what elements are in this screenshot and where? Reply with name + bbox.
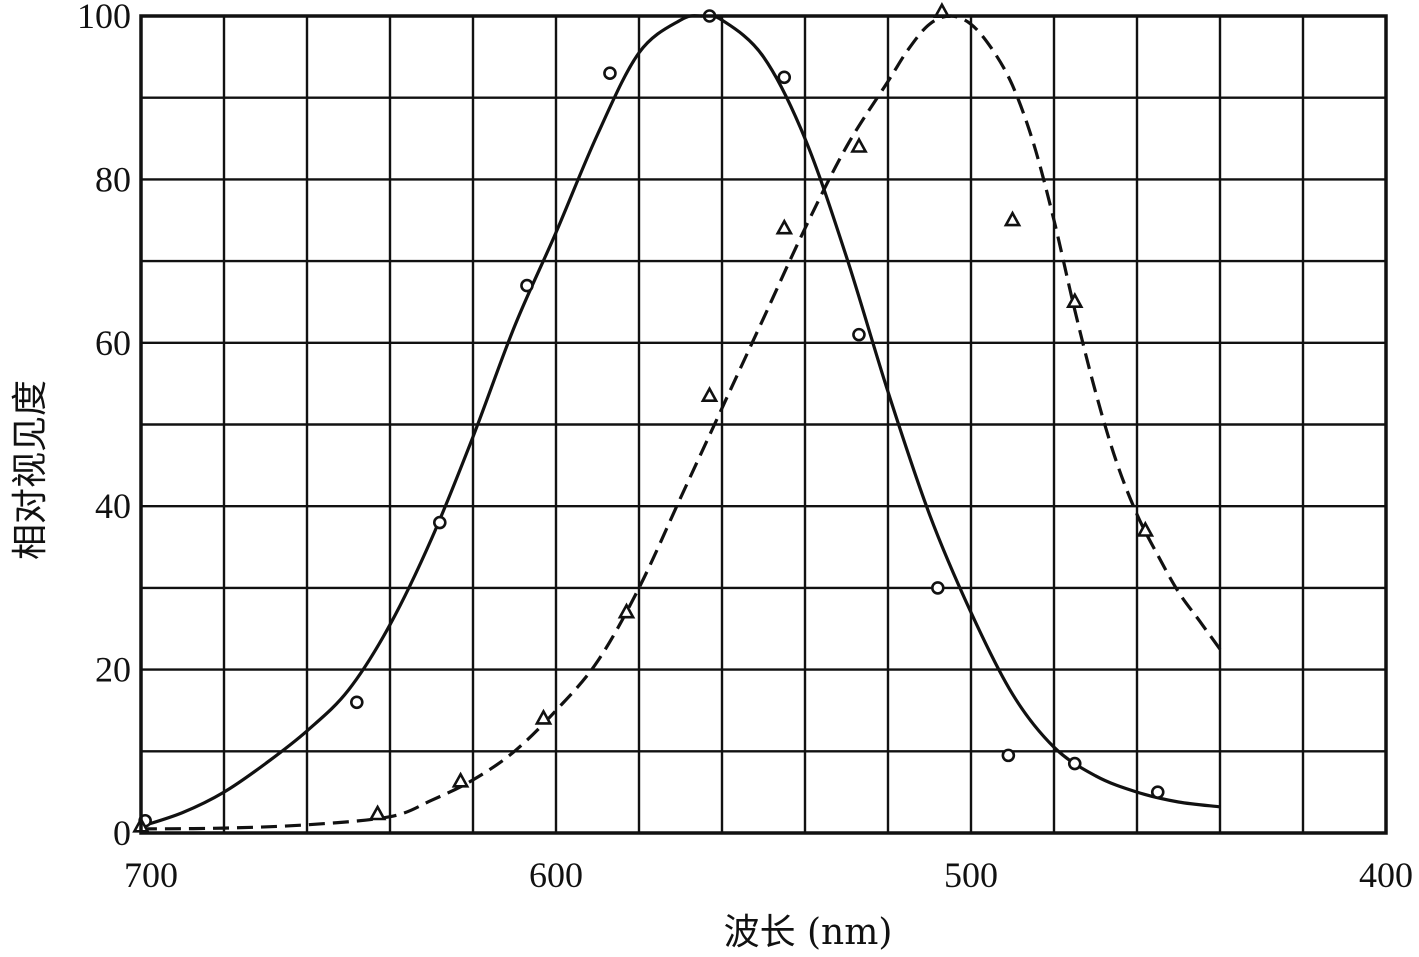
triangle-marker (1003, 210, 1022, 227)
y-tick-label: 20 (95, 650, 131, 690)
x-tick-label: 700 (124, 855, 178, 895)
solid-curve (140, 13, 1221, 829)
y-tick-label: 60 (95, 323, 131, 363)
y-tick-label: 100 (77, 0, 131, 36)
circle-marker (603, 66, 617, 80)
x-tick-label: 600 (529, 855, 583, 895)
dashed-curve (140, 14, 1222, 831)
triangle-marker (368, 804, 387, 821)
x-tick-label: 400 (1359, 855, 1413, 895)
triangle-marker (775, 218, 794, 235)
data-markers (132, 2, 1165, 833)
curves (140, 13, 1222, 831)
plot-frame (139, 14, 1388, 835)
triangle-marker (1136, 520, 1155, 537)
x-axis-label: 波长 (nm) (724, 912, 893, 953)
tick-labels: 700 600 500 400 0 20 40 60 80 100 (77, 0, 1413, 895)
circle-marker (1067, 756, 1082, 771)
circle-marker (1001, 748, 1016, 763)
circle-marker (520, 278, 534, 293)
triangle-marker (617, 602, 636, 619)
y-tick-label: 0 (113, 813, 131, 853)
triangle-marker (700, 386, 719, 403)
circle-marker (852, 327, 866, 342)
circle-marker (930, 581, 945, 595)
y-axis-label: 相对视见度 (10, 380, 51, 560)
circle-marker (1150, 785, 1165, 799)
y-tick-label: 80 (95, 159, 131, 199)
grid (141, 16, 1386, 833)
circle-marker (432, 515, 447, 530)
circle-marker (777, 70, 792, 85)
triangle-marker (534, 708, 553, 725)
circle-marker (349, 695, 364, 710)
triangle-marker (1066, 291, 1084, 309)
y-tick-label: 40 (95, 486, 131, 526)
triangle-marker (451, 771, 470, 788)
x-tick-label: 500 (944, 855, 998, 895)
triangle-marker (850, 136, 868, 153)
